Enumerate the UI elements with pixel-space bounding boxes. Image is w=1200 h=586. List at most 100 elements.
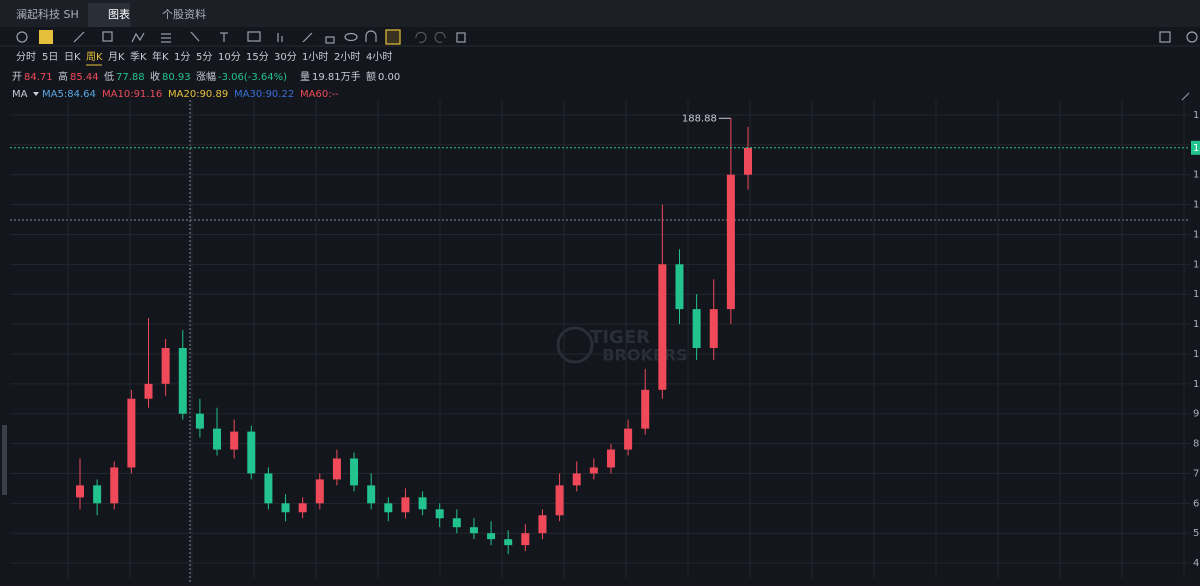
tool-icon[interactable] [325, 36, 335, 44]
tool-icon[interactable] [434, 31, 446, 43]
candle-body [744, 147, 752, 175]
quote-label: 收 [150, 70, 160, 83]
candle-body [504, 539, 513, 546]
tool-icon[interactable] [344, 32, 358, 42]
toolbar[interactable] [16, 29, 1198, 45]
candle-body [161, 347, 170, 384]
y-tick-label: 70 [1193, 468, 1200, 479]
ma-item: MA10:91.16 [102, 89, 162, 100]
period[interactable]: 5分 [196, 51, 212, 63]
quote-value: 19.81万手 [312, 70, 361, 83]
ma-item: MA20:90.89 [168, 89, 228, 100]
ma-item: MA60:-- [300, 89, 339, 100]
candle-body [350, 458, 359, 486]
period[interactable]: 年K [152, 50, 169, 63]
tool-icon[interactable] [415, 31, 427, 43]
y-tick-label: 150 [1193, 229, 1200, 240]
tool-icon[interactable] [16, 31, 28, 43]
period[interactable]: 30分 [274, 51, 297, 63]
ma-dropdown[interactable] [33, 92, 39, 96]
y-tick-label: 90 [1193, 409, 1200, 420]
candle-body [589, 467, 598, 474]
candle-body [367, 485, 376, 504]
candle-body [315, 479, 324, 504]
candle-body [144, 383, 153, 399]
period[interactable]: 10分 [218, 51, 241, 63]
y-tick-label: 80 [1193, 439, 1200, 450]
expand-icon[interactable] [1181, 92, 1190, 101]
candle-body [281, 503, 290, 513]
period[interactable]: 4小时 [366, 51, 392, 63]
quote-label: 涨幅 [196, 70, 216, 83]
watermark-logo [556, 326, 594, 364]
tool-icon[interactable] [73, 31, 85, 43]
candle-body [555, 485, 564, 516]
candle-body [401, 497, 410, 513]
tool-icon[interactable] [1186, 31, 1198, 43]
period[interactable]: 日K [64, 52, 81, 63]
candle-body [521, 533, 530, 546]
candle-body [110, 467, 119, 504]
last-price-text: 179 [1193, 143, 1200, 154]
y-tick-label: 140 [1193, 259, 1200, 270]
candle-body [213, 428, 222, 450]
side-handle[interactable] [2, 425, 7, 495]
quote-label: 低 [104, 70, 114, 83]
tool-icon[interactable] [365, 30, 377, 42]
candle-body [384, 503, 393, 513]
y-tick-label: 120 [1193, 319, 1200, 330]
candle-body [658, 264, 667, 390]
candle-body [127, 398, 136, 468]
candle-body [675, 264, 684, 310]
candle-body [469, 527, 478, 534]
y-tick-label: 60 [1193, 498, 1200, 509]
quote-value: -3.06(-3.64%) [218, 72, 287, 83]
period[interactable]: 分时 [16, 51, 36, 63]
tool-icon[interactable] [131, 32, 145, 43]
quote-value: 0.00 [378, 72, 400, 83]
candle-body [709, 309, 718, 348]
y-tick-label: 190 [1193, 110, 1200, 121]
candle-body [641, 389, 650, 429]
candle-body [692, 309, 701, 348]
quote-value: 85.44 [70, 72, 99, 83]
candle-body [298, 503, 307, 513]
tool-icon[interactable] [39, 30, 53, 44]
candle-body [624, 428, 633, 450]
period[interactable]: 1分 [174, 51, 190, 63]
tab[interactable]: 澜起科技 SH [16, 7, 79, 21]
candle-body [178, 347, 187, 414]
period[interactable]: 周K [86, 51, 103, 63]
watermark: TIGER [590, 327, 650, 348]
candle-body [538, 515, 547, 534]
tool-icon[interactable] [385, 29, 401, 45]
candle-body [76, 485, 84, 498]
quote-value: 80.93 [162, 72, 191, 83]
period[interactable]: 15分 [246, 51, 269, 63]
tool-icon[interactable] [190, 31, 200, 42]
y-tick-label: 170 [1193, 170, 1200, 181]
period[interactable]: 月K [108, 51, 125, 63]
tool-icon[interactable] [302, 32, 313, 43]
ma-title[interactable]: MA [12, 89, 28, 100]
tool-icon[interactable] [1159, 31, 1171, 43]
candle-body [264, 473, 273, 504]
period[interactable]: 2小时 [334, 51, 360, 63]
tool-icon[interactable] [102, 31, 113, 42]
candle-body [332, 458, 341, 480]
tool-icon[interactable] [247, 31, 261, 42]
candle-body [452, 518, 461, 528]
candle-body [418, 497, 427, 510]
last-price-tag [1191, 140, 1200, 155]
period[interactable]: 季K [130, 51, 147, 63]
tab[interactable]: 图表 [108, 7, 130, 21]
candle-body [230, 431, 239, 450]
tool-icon[interactable] [456, 32, 466, 43]
period[interactable]: 5日 [42, 52, 58, 63]
period[interactable]: 1小时 [302, 51, 328, 63]
quote-label: 额 [366, 70, 376, 83]
candle-body [572, 473, 581, 486]
tab[interactable]: 个股资料 [162, 7, 206, 21]
